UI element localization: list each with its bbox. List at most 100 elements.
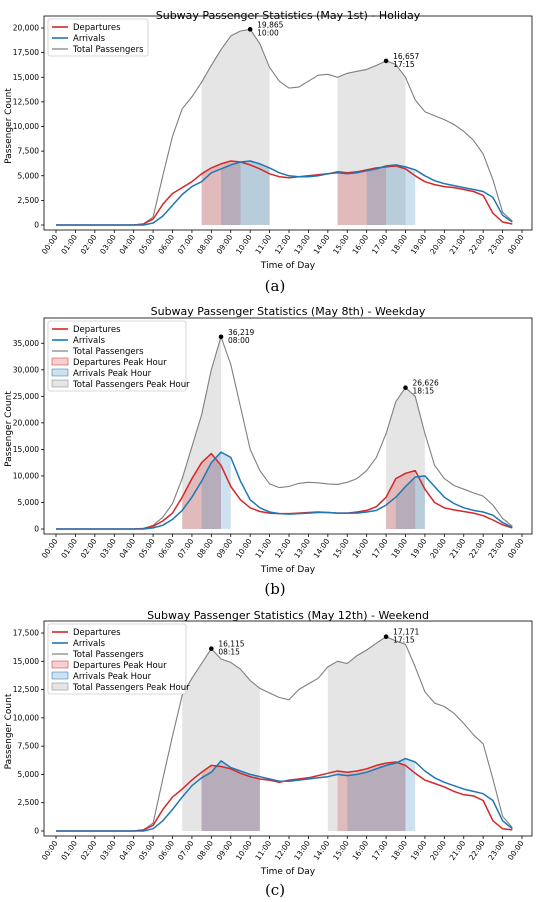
chart-panel-1: Subway Passenger Statistics (May 1st) - … xyxy=(4,9,533,295)
plot-frame xyxy=(43,317,533,535)
x-tick-label: 14:00 xyxy=(312,233,332,256)
legend-label: Arrivals xyxy=(73,34,106,44)
y-tick-label: 15,000 xyxy=(13,445,39,454)
legend-label: Total Passengers xyxy=(72,45,144,55)
y-tick-label: 35,000 xyxy=(13,339,39,348)
peak-value-label: 19,865 xyxy=(257,20,283,29)
y-tick-label: 17,500 xyxy=(13,48,39,57)
x-tick-label: 15:00 xyxy=(331,233,351,256)
peak-marker xyxy=(383,634,389,640)
y-tick-label: 5,000 xyxy=(18,498,40,507)
y-tick-label: 7,500 xyxy=(18,742,40,751)
y-tick-label: 0 xyxy=(34,827,39,836)
legend-label: Arrivals Peak Hour xyxy=(73,369,152,379)
x-tick-label: 21:00 xyxy=(448,537,468,560)
x-tick-label: 09:00 xyxy=(215,233,235,256)
x-tick-label: 10:00 xyxy=(234,233,254,256)
x-tick-label: 10:00 xyxy=(234,537,254,560)
y-tick-label: 12,500 xyxy=(13,97,39,106)
peak-span-departures-2 xyxy=(337,762,406,831)
legend-label: Total Passengers Peak Hour xyxy=(72,683,190,693)
legend-label: Departures Peak Hour xyxy=(73,358,167,368)
x-tick-label: 21:00 xyxy=(448,233,468,256)
legend-label: Departures xyxy=(73,23,121,33)
x-tick-label: 12:00 xyxy=(273,839,293,862)
peak-span-arrivals-2 xyxy=(366,164,416,225)
x-tick-label: 22:00 xyxy=(467,537,487,560)
peak-value-label: 26,626 xyxy=(413,379,439,388)
chart-panel-2: Subway Passenger Statistics (May 8th) - … xyxy=(4,305,533,598)
y-tick-label: 17,500 xyxy=(13,629,39,638)
peak-time-label: 08:00 xyxy=(228,336,250,345)
x-tick-label: 11:00 xyxy=(253,233,273,256)
x-tick-label: 02:00 xyxy=(79,839,99,862)
legend-box xyxy=(47,320,187,392)
legend-swatch xyxy=(51,660,69,669)
y-tick-label: 2,500 xyxy=(18,196,40,205)
x-tick-label: 12:00 xyxy=(273,537,293,560)
x-tick-label: 23:00 xyxy=(486,233,506,256)
x-tick-label: 13:00 xyxy=(292,537,312,560)
x-tick-label: 07:00 xyxy=(176,233,196,256)
y-tick-label: 5,000 xyxy=(18,171,40,180)
x-tick-label: 16:00 xyxy=(351,537,371,560)
y-tick-label: 7,500 xyxy=(18,147,40,156)
peak-span-departures-1 xyxy=(201,765,260,831)
series-lines xyxy=(56,636,513,832)
x-tick-label: 08:00 xyxy=(195,233,215,256)
peak-time-label: 17:15 xyxy=(393,60,415,69)
panel-caption: (b) xyxy=(264,580,285,598)
y-axis-label: Passenger Count xyxy=(4,391,14,467)
x-tick-label: 20:00 xyxy=(428,537,448,560)
legend-label: Arrivals xyxy=(73,639,106,649)
peak-span-total-passengers-2 xyxy=(337,61,406,226)
peak-marker xyxy=(247,27,253,32)
chart-title: Subway Passenger Statistics (May 1st) - … xyxy=(156,9,421,22)
legend-swatch xyxy=(51,671,69,680)
peak-span-total-passengers-2 xyxy=(327,637,406,831)
plot-frame xyxy=(43,15,533,231)
peak-span-departures-2 xyxy=(337,166,387,225)
x-tick-label: 03:00 xyxy=(98,233,118,256)
y-tick-label: 10,000 xyxy=(13,713,39,722)
x-tick-label: 12:00 xyxy=(273,233,293,256)
chart-panel-3: Subway Passenger Statistics (May 12th) -… xyxy=(4,609,533,899)
legend-swatch xyxy=(51,368,69,377)
peak-time-label: 17:15 xyxy=(393,636,415,645)
y-tick-label: 12,500 xyxy=(13,685,39,694)
peak-time-label: 08:15 xyxy=(218,648,240,657)
series-line-arrivals xyxy=(56,757,513,832)
x-axis: 00:00 01:00 02:00 03:00 04:00 05:00 06:00 07:00… xyxy=(40,836,526,862)
x-tick-label: 19:00 xyxy=(409,839,429,862)
series-line-departures xyxy=(56,761,513,832)
x-tick-label: 15:00 xyxy=(331,839,351,862)
legend-swatch xyxy=(51,682,69,691)
x-tick-label: 08:00 xyxy=(195,537,215,560)
x-axis-label: Time of Day xyxy=(260,565,316,575)
series-line-departures xyxy=(56,452,513,530)
x-tick-label: 19:00 xyxy=(409,233,429,256)
peak-span-total-passengers-1 xyxy=(182,649,260,831)
x-tick-label: 16:00 xyxy=(351,839,371,862)
peak-marker xyxy=(403,385,408,391)
x-tick-label: 09:00 xyxy=(215,839,235,862)
peak-span-departures-1 xyxy=(182,454,221,529)
plot-frame xyxy=(43,620,533,837)
x-tick-label: 04:00 xyxy=(118,537,138,560)
x-tick-label: 02:00 xyxy=(79,537,99,560)
panel-caption: (c) xyxy=(265,881,285,899)
legend-swatch xyxy=(51,357,69,366)
x-axis: 00:00 01:00 02:00 03:00 04:00 05:00 06:00 07:00… xyxy=(40,534,526,560)
x-tick-label: 00:00 xyxy=(506,839,526,862)
y-tick-label: 2,500 xyxy=(18,798,40,807)
x-tick-label: 01:00 xyxy=(59,839,79,862)
y-tick-label: 25,000 xyxy=(13,392,39,401)
peak-value-label: 17,171 xyxy=(393,628,419,637)
legend-swatch xyxy=(51,379,69,388)
y-tick-label: 20,000 xyxy=(13,418,39,427)
x-tick-label: 04:00 xyxy=(118,839,138,862)
